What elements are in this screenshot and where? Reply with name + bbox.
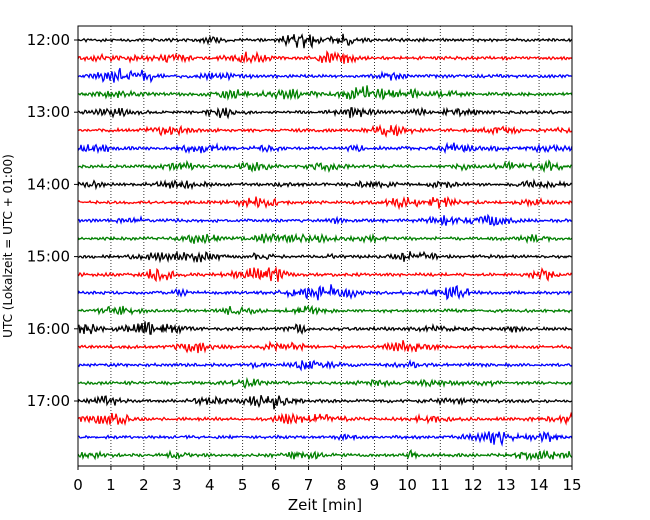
seismic-trace [77, 106, 573, 120]
y-tick-label: 17:00 [27, 392, 70, 410]
y-tick-label: 15:00 [27, 248, 70, 266]
seismic-traces [77, 33, 573, 462]
x-axis-ticks: 0 1 2 3 4 5 6 7 8 9 10 11 12 13 14 15 [73, 466, 582, 494]
y-tick-label: 13:00 [27, 103, 70, 121]
y-axis-ticks: 12:00 13:00 14:00 15:00 16:00 17:00 [27, 31, 78, 410]
seismic-trace [77, 141, 573, 155]
seismic-trace [77, 359, 573, 372]
seismic-trace [77, 195, 573, 211]
y-tick-label: 14:00 [27, 175, 70, 193]
x-tick-label: 12 [464, 476, 483, 494]
x-tick-label: 14 [530, 476, 549, 494]
seismic-trace [77, 159, 573, 173]
seismic-trace [77, 304, 573, 316]
x-tick-label: 15 [562, 476, 581, 494]
seismic-trace [77, 250, 573, 264]
seismic-trace [77, 33, 573, 49]
seismic-trace [77, 284, 573, 301]
y-axis-label: UTC (Lokalzeit = UTC + 01:00) [1, 154, 15, 338]
y-tick-label: 16:00 [27, 320, 70, 338]
seismic-trace [77, 430, 573, 447]
seismic-trace [77, 67, 573, 84]
y-tick-label: 12:00 [27, 31, 70, 49]
x-tick-label: 6 [271, 476, 281, 494]
seismic-trace [77, 340, 573, 354]
x-tick-label: 11 [431, 476, 450, 494]
seismic-trace [77, 50, 573, 65]
seismic-trace [77, 321, 573, 335]
x-tick-label: 10 [398, 476, 417, 494]
x-tick-label: 7 [304, 476, 314, 494]
seismic-trace [77, 85, 573, 101]
seismic-trace [77, 123, 573, 138]
x-tick-label: 3 [172, 476, 182, 494]
x-tick-label: 0 [73, 476, 83, 494]
seismic-trace [77, 448, 573, 462]
plot-frame [77, 25, 573, 467]
seismic-trace [77, 266, 573, 283]
x-tick-label: 5 [238, 476, 248, 494]
seismic-trace [77, 178, 573, 191]
seismic-trace [77, 395, 573, 410]
x-tick-label: 9 [370, 476, 380, 494]
x-tick-label: 4 [205, 476, 215, 494]
plot-background [78, 26, 572, 466]
vertical-grid [110, 26, 540, 466]
seismic-trace [77, 376, 573, 390]
x-tick-label: 1 [106, 476, 116, 494]
x-tick-label: 13 [497, 476, 516, 494]
seismic-trace [77, 232, 573, 245]
x-tick-label: 8 [337, 476, 347, 494]
seismic-trace [77, 411, 573, 427]
x-tick-label: 2 [139, 476, 149, 494]
x-axis-label: Zeit [min] [288, 496, 362, 514]
seismic-trace [77, 213, 573, 227]
